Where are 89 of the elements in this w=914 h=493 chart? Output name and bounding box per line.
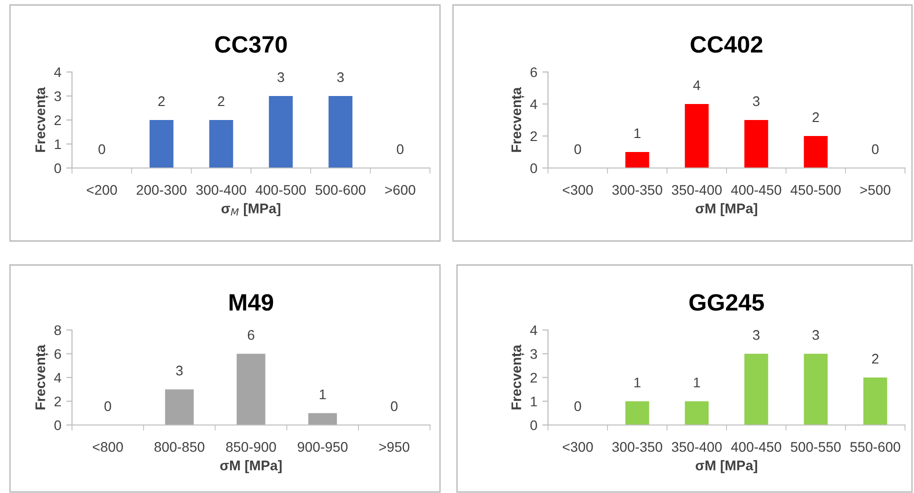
x-tick-label: <200 <box>86 185 117 195</box>
x-tick-label: >600 <box>385 185 416 195</box>
x-tick-label: >950 <box>379 442 410 452</box>
data-label: 0 <box>104 401 112 412</box>
data-label: 0 <box>574 144 582 154</box>
bar <box>804 354 828 425</box>
data-label: 0 <box>390 401 398 412</box>
y-tick-label: 0 <box>54 420 62 430</box>
x-tick-label: <800 <box>92 442 123 452</box>
bar <box>165 389 194 425</box>
bar <box>684 401 709 425</box>
y-tick-label: 8 <box>54 325 61 336</box>
y-tick-label: 4 <box>530 99 538 110</box>
y-axis-title: Frecvența <box>512 344 524 410</box>
x-tick-label: >500 <box>860 185 890 195</box>
data-label: 2 <box>218 96 224 106</box>
x-tick-label: 400-500 <box>256 185 306 195</box>
x-tick-label: 300-350 <box>612 442 662 452</box>
x-tick-label: 550-600 <box>850 442 900 452</box>
bar <box>625 401 650 425</box>
y-tick-label: 6 <box>54 349 61 359</box>
data-label: 1 <box>634 128 640 138</box>
bar <box>863 378 888 425</box>
data-label: 0 <box>396 144 404 154</box>
y-tick-label: 3 <box>530 349 537 359</box>
x-axis-title: σM [MPa] <box>220 460 282 474</box>
y-tick-label: 3 <box>54 91 61 102</box>
bar <box>308 413 337 425</box>
y-tick-label: 1 <box>530 396 537 406</box>
y-tick-label: 2 <box>530 131 537 142</box>
data-label: 0 <box>98 144 106 154</box>
data-label: 3 <box>812 330 819 340</box>
data-label: 3 <box>278 72 284 82</box>
y-axis-title: Frecvența <box>36 87 48 152</box>
data-label: 2 <box>158 96 165 106</box>
data-label: 2 <box>812 112 819 122</box>
y-tick-label: 1 <box>54 139 61 150</box>
x-tick-label: 200-300 <box>136 185 186 195</box>
data-label: 0 <box>574 401 582 412</box>
chart-title: GG245 <box>689 294 764 311</box>
y-tick-label: 2 <box>530 372 537 383</box>
data-label: 3 <box>752 330 760 340</box>
data-label: 6 <box>248 330 254 340</box>
bar <box>684 104 709 168</box>
x-axis-title: σ$_{M}$ [MPa] <box>221 203 280 216</box>
x-tick-label: 900-950 <box>298 442 348 452</box>
x-tick-label: 500-550 <box>790 442 841 452</box>
data-label: 3 <box>176 366 183 376</box>
chart-title: CC370 <box>215 36 287 53</box>
data-label: 1 <box>634 378 640 388</box>
bar <box>744 354 768 425</box>
y-axis-title: Frecvența <box>512 87 524 152</box>
chart-title: M49 <box>230 294 274 311</box>
x-tick-label: 850-900 <box>226 442 276 452</box>
data-label: 4 <box>693 80 700 90</box>
chart-title: CC402 <box>690 36 762 53</box>
x-axis-title: σM [MPa] <box>696 460 758 474</box>
y-axis-title: Frecvența <box>36 344 48 410</box>
x-tick-label: 300-400 <box>196 185 246 195</box>
y-tick-label: 2 <box>54 396 61 406</box>
bar <box>804 136 828 168</box>
y-tick-label: 4 <box>54 372 62 383</box>
x-tick-label: 450-500 <box>790 185 841 195</box>
data-label: 2 <box>872 354 878 364</box>
data-label: 1 <box>320 390 326 400</box>
y-tick-label: 0 <box>530 163 538 174</box>
y-tick-label: 6 <box>530 67 537 78</box>
x-tick-label: 300-350 <box>612 185 662 195</box>
x-tick-label: 350-400 <box>672 185 722 195</box>
x-tick-label: 350-400 <box>672 442 722 452</box>
x-tick-label: 500-600 <box>316 185 366 195</box>
y-tick-label: 0 <box>54 163 62 174</box>
y-tick-label: 4 <box>530 325 538 336</box>
bar <box>625 152 650 168</box>
x-tick-label: 400-450 <box>731 442 782 452</box>
bar <box>236 354 266 425</box>
data-label: 3 <box>752 96 760 106</box>
bar <box>744 120 768 168</box>
x-tick-label: 400-450 <box>731 185 782 195</box>
data-label: 3 <box>337 72 344 82</box>
y-tick-label: 0 <box>530 420 538 430</box>
x-tick-label: <300 <box>562 185 593 195</box>
x-tick-label: 800-850 <box>154 442 204 452</box>
x-tick-label: <300 <box>562 442 593 452</box>
y-tick-label: 2 <box>54 115 61 126</box>
x-axis-title: σM [MPa] <box>696 203 758 216</box>
data-label: 0 <box>872 144 879 154</box>
data-label: 1 <box>694 378 700 388</box>
y-tick-label: 4 <box>54 67 62 78</box>
